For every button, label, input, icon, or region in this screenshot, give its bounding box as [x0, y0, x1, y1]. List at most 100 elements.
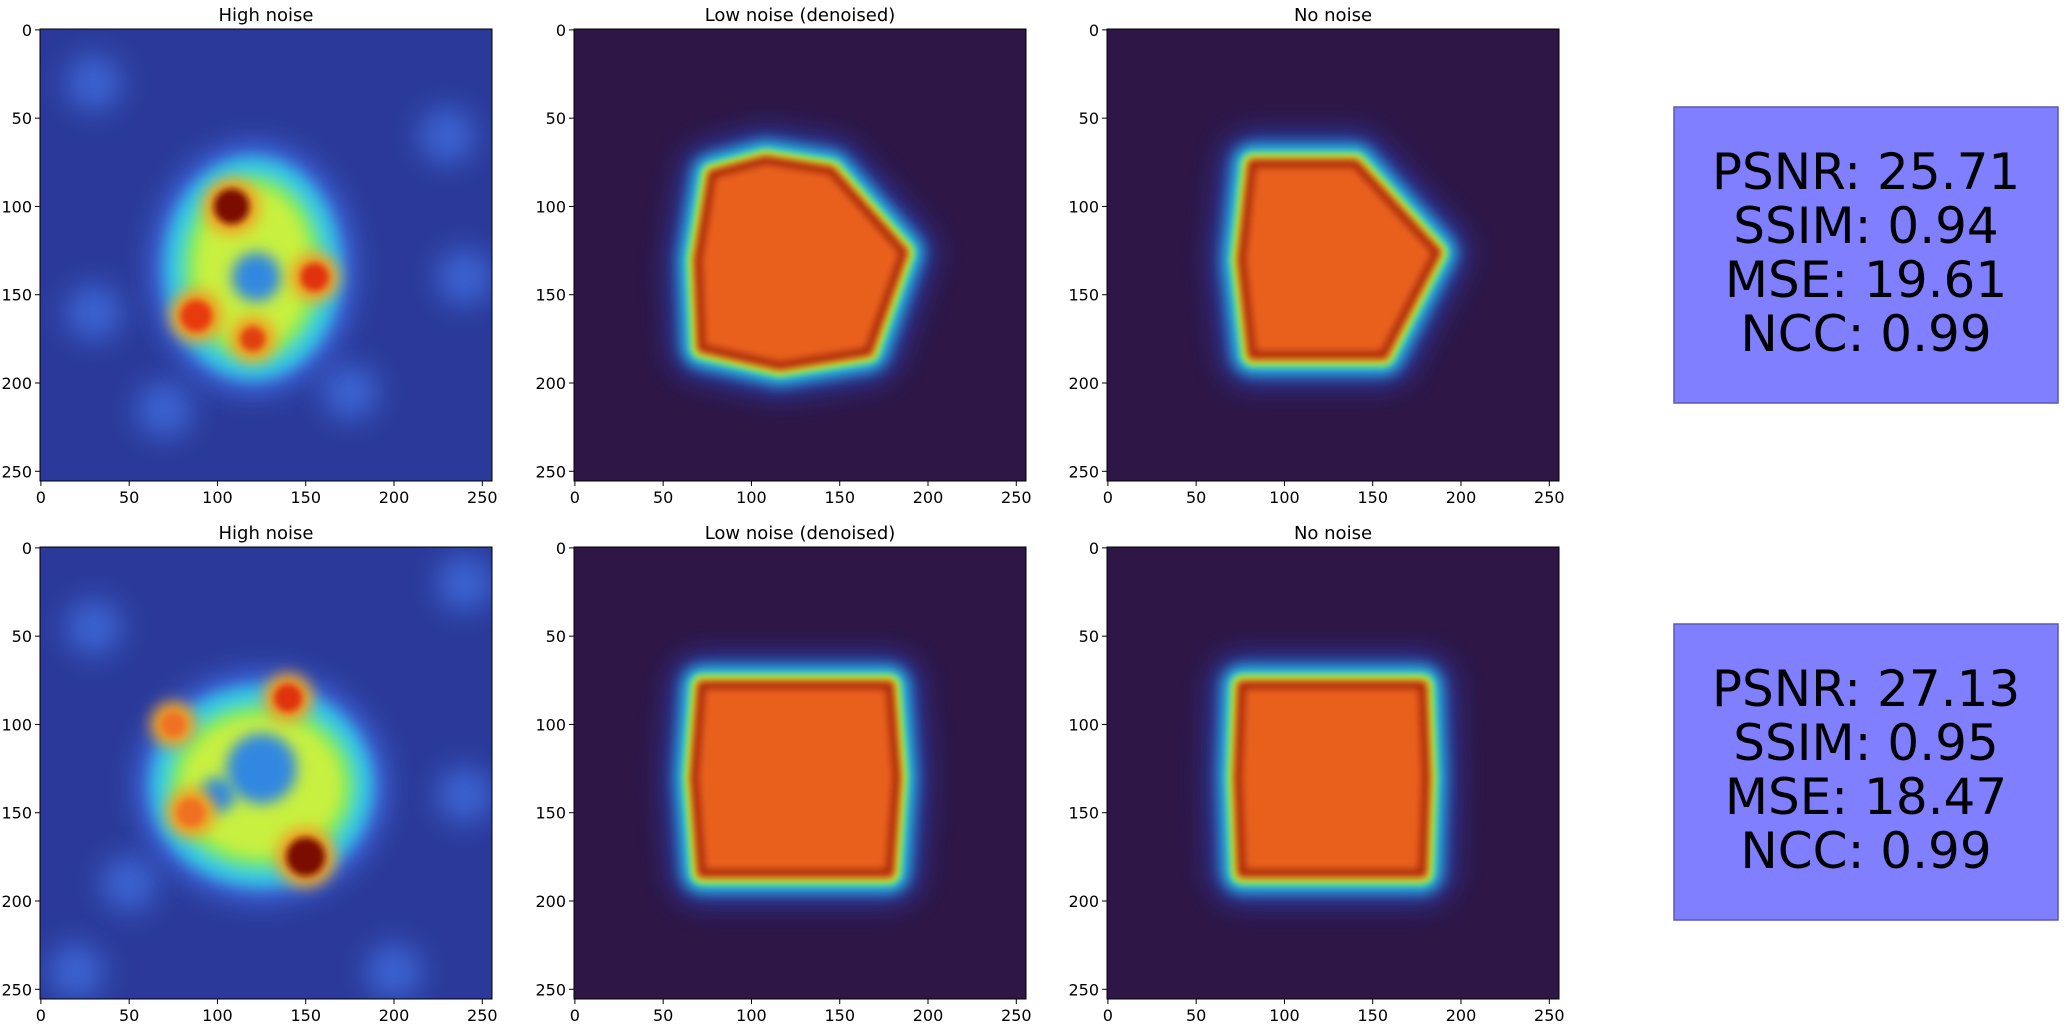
hot: [240, 326, 266, 352]
y-tick-label: 50: [12, 109, 32, 128]
y-tick-label: 100: [1068, 197, 1099, 216]
y-tick-label: 200: [1068, 892, 1099, 911]
image: [574, 29, 1026, 481]
x-tick-label: 50: [119, 1006, 139, 1025]
hot: [300, 262, 329, 292]
hole: [226, 733, 297, 804]
noise-blob: [136, 381, 193, 438]
hot: [160, 712, 186, 737]
noise-blob: [365, 943, 423, 999]
hot: [180, 300, 213, 332]
y-tick-label: 100: [1, 715, 32, 734]
image: [1107, 547, 1559, 999]
y-tick-label: 100: [535, 197, 566, 216]
noise-blob: [436, 554, 492, 612]
core: [694, 156, 908, 370]
x-tick-label: 250: [467, 488, 498, 507]
y-tick-label: 0: [22, 539, 32, 558]
x-tick-label: 50: [1186, 1006, 1206, 1025]
y-tick-label: 150: [1068, 804, 1099, 823]
y-tick-label: 200: [1068, 374, 1099, 393]
y-tick-label: 100: [1068, 715, 1099, 734]
core: [1237, 159, 1441, 360]
panel-title: Low noise (denoised): [705, 5, 896, 26]
noise-blob: [436, 766, 492, 824]
x-tick-label: 200: [1446, 1006, 1477, 1025]
y-tick-label: 200: [535, 892, 566, 911]
x-tick-label: 0: [36, 488, 46, 507]
x-tick-label: 0: [570, 488, 580, 507]
x-tick-label: 100: [1269, 488, 1300, 507]
x-tick-label: 0: [1103, 488, 1113, 507]
noise-blob: [100, 855, 158, 912]
x-tick-label: 150: [1357, 1006, 1388, 1025]
x-tick-label: 200: [913, 488, 944, 507]
x-tick-label: 150: [290, 488, 321, 507]
hot: [286, 837, 326, 877]
y-tick-label: 250: [1068, 980, 1099, 999]
metrics-box: [1673, 623, 2059, 921]
x-tick-label: 0: [570, 1006, 580, 1025]
x-tick-label: 0: [36, 1006, 46, 1025]
hot: [273, 683, 303, 713]
image-content: [40, 29, 492, 481]
y-tick-label: 200: [535, 374, 566, 393]
noise-blob: [65, 599, 123, 656]
metric: PSNR: 27.13: [1712, 660, 2020, 718]
x-tick-label: 50: [653, 1006, 673, 1025]
y-tick-label: 100: [1, 197, 32, 216]
y-tick-label: 50: [1079, 627, 1099, 646]
metric: NCC: 0.99: [1740, 822, 1991, 880]
panel-title: High noise: [219, 523, 314, 544]
x-tick-label: 150: [290, 1006, 321, 1025]
core: [1234, 681, 1431, 878]
panel-title: No noise: [1294, 523, 1372, 544]
y-tick-label: 250: [1068, 462, 1099, 481]
image-content: [574, 29, 1026, 481]
noise-blob: [436, 248, 492, 306]
x-tick-label: 50: [1186, 488, 1206, 507]
x-tick-label: 250: [467, 1006, 498, 1025]
x-tick-label: 250: [1534, 1006, 1565, 1025]
noise-blob: [418, 107, 476, 165]
y-tick-label: 250: [1, 980, 32, 999]
x-tick-label: 150: [824, 488, 855, 507]
metric: NCC: 0.99: [1740, 305, 1991, 363]
hot: [213, 188, 250, 225]
image-content: [1107, 547, 1559, 999]
x-tick-label: 0: [1103, 1006, 1113, 1025]
metric: MSE: 19.61: [1725, 251, 2007, 309]
metrics-box: [1673, 106, 2059, 404]
noise-blob: [65, 54, 123, 112]
y-tick-label: 50: [546, 109, 566, 128]
image: [40, 547, 492, 999]
x-tick-label: 200: [913, 1006, 944, 1025]
y-tick-label: 50: [1079, 109, 1099, 128]
image-content: [1107, 29, 1559, 481]
x-tick-label: 250: [1001, 488, 1032, 507]
x-tick-label: 150: [1357, 488, 1388, 507]
y-tick-label: 150: [1, 804, 32, 823]
image: [1107, 29, 1559, 481]
panel-title: No noise: [1294, 5, 1372, 26]
image-content: [574, 547, 1026, 999]
y-tick-label: 0: [556, 21, 566, 40]
y-tick-label: 0: [1089, 539, 1099, 558]
y-tick-label: 150: [535, 804, 566, 823]
x-tick-label: 50: [653, 488, 673, 507]
y-tick-label: 200: [1, 374, 32, 393]
frame: [1106, 28, 1560, 482]
x-tick-label: 200: [379, 488, 410, 507]
noise-blob: [47, 943, 105, 999]
frame: [573, 546, 1027, 1000]
y-tick-label: 0: [1089, 21, 1099, 40]
x-tick-label: 50: [119, 488, 139, 507]
x-tick-label: 100: [202, 1006, 233, 1025]
hole: [231, 252, 282, 302]
panel-title: High noise: [219, 5, 314, 26]
x-tick-label: 150: [824, 1006, 855, 1025]
image-content: [40, 547, 492, 999]
